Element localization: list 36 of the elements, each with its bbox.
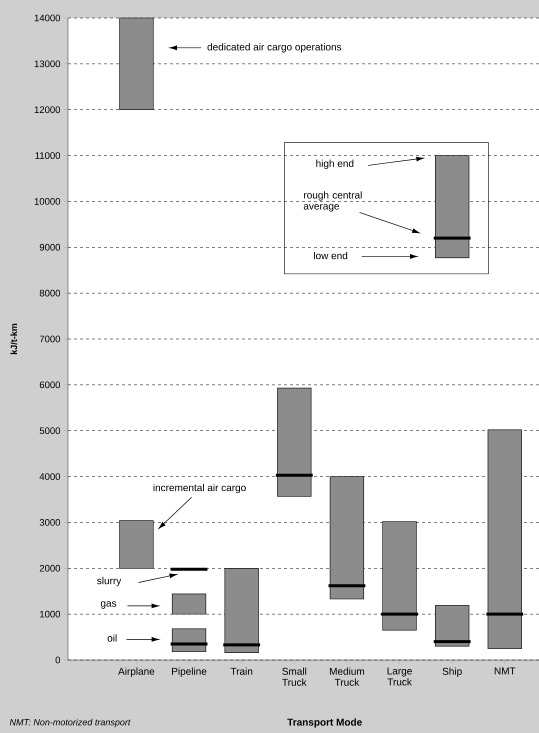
x-tick-label: NMT (494, 668, 516, 674)
annotation: incremental air cargo (154, 484, 246, 494)
x-axis-title: Transport Mode (287, 718, 362, 728)
annotation: low end (314, 252, 348, 260)
y-tick-label: 0 (56, 656, 60, 664)
y-tick-label: 7000 (40, 336, 60, 342)
y-tick-label: 14000 (34, 14, 60, 22)
y-tick-label: 13000 (34, 60, 60, 68)
y-tick-label: 3000 (40, 519, 60, 526)
y-tick-label: 9000 (40, 244, 60, 251)
y-tick-label: 1000 (40, 610, 60, 618)
annotation: rough central average (304, 191, 362, 212)
y-tick-label: 5000 (40, 427, 60, 434)
y-tick-label: 10000 (34, 198, 60, 205)
annotation: slurry (97, 576, 122, 586)
bar (172, 594, 206, 614)
annotation: dedicated air cargo operations (208, 43, 342, 52)
y-tick-label: 4000 (40, 473, 60, 480)
x-tick-label: Medium Truck (330, 668, 364, 686)
bar (119, 520, 154, 569)
annotation: high end (316, 160, 354, 169)
x-tick-label: Large Truck (387, 668, 412, 686)
x-tick-label: Airplane (118, 668, 154, 677)
x-tick-label: Small Truck (282, 668, 307, 686)
y-tick-label: 12000 (34, 106, 60, 114)
x-tick-label: Pipeline (172, 668, 206, 677)
y-axis-title: kJ/t-km (10, 324, 18, 354)
y-tick-label: 8000 (40, 290, 60, 296)
y-tick-label: 11000 (35, 152, 60, 159)
y-tick-label: 2000 (40, 564, 60, 572)
x-tick-label: Train (230, 668, 252, 675)
text: NMT: Non-motorized transport (10, 718, 131, 728)
y-tick-label: 6000 (40, 381, 60, 388)
annotation: oil (108, 634, 117, 642)
annotation: gas (100, 601, 116, 609)
x-tick-label: Ship (442, 668, 462, 677)
